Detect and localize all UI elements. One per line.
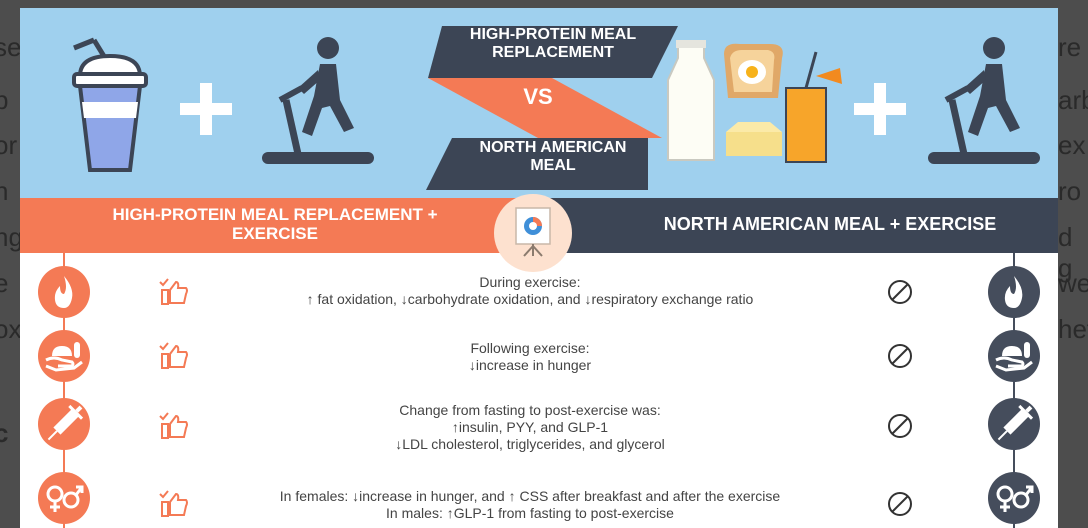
banner-title-bottom-line2: MEAL (530, 157, 576, 174)
row-description: Change from fasting to post-exercise was… (250, 402, 810, 453)
background-text: ng (0, 222, 23, 252)
comparison-row: Change from fasting to post-exercise was… (20, 392, 1058, 462)
thumbs-up-check-icon (158, 276, 190, 308)
banner-title-bottom-line1: NORTH AMERICAN (479, 139, 627, 156)
comparison-row: During exercise: ↑ fat oxidation, ↓carbo… (20, 260, 1058, 324)
treadmill-runner-icon (262, 37, 374, 164)
row-text-line: ↓increase in hunger (468, 357, 592, 373)
flame-icon (38, 266, 90, 318)
plus-icon (854, 83, 906, 135)
header-right-band (532, 198, 1058, 253)
header-left-line1: HIGH-PROTEIN MEAL REPLACEMENT + (112, 205, 438, 224)
background-text: c (0, 418, 9, 448)
plus-icon (180, 83, 232, 135)
row-description: In females: ↓increase in hunger, and ↑ C… (240, 488, 820, 522)
background-text: ex (1058, 130, 1086, 160)
header-left-band (20, 198, 532, 253)
vs-graphic (426, 26, 678, 190)
no-effect-icon (886, 342, 914, 370)
comparison-header: HIGH-PROTEIN MEAL REPLACEMENT + EXERCISE… (20, 198, 1058, 253)
syringe-icon (38, 398, 90, 450)
right-timeline (1013, 253, 1015, 528)
header-left-line2: EXERCISE (232, 224, 318, 243)
syringe-icon (988, 398, 1040, 450)
row-text-line: Change from fasting to post-exercise was… (399, 402, 661, 418)
background-text: p (0, 85, 9, 115)
row-text-line: In females: ↓increase in hunger, and ↑ C… (279, 488, 781, 504)
header-right-title: NORTH AMERICAN MEAL + EXERCISE (663, 214, 997, 234)
row-text-line: During exercise: (479, 274, 581, 290)
thumbs-up-check-icon (158, 410, 190, 442)
background-text: se (0, 32, 22, 62)
flame-icon (988, 266, 1040, 318)
background-text: n (0, 176, 9, 206)
banner-title-bottom: NORTH AMERICAN MEAL (438, 139, 668, 175)
banner: HIGH-PROTEIN MEAL REPLACEMENT VS NORTH A… (20, 8, 1058, 198)
background-text: e (0, 268, 9, 298)
background-text: het (1058, 314, 1088, 344)
banner-title-top-line2: REPLACEMENT (492, 44, 614, 61)
treadmill-runner-icon (928, 37, 1040, 164)
hand-meal-icon (988, 330, 1040, 382)
row-text-line: ↓LDL cholesterol, triglycerides, and gly… (395, 436, 665, 452)
chart-easel-icon (515, 207, 551, 257)
comparison-row: Following exercise: ↓increase in hunger (20, 326, 1058, 390)
gender-icon (38, 472, 90, 524)
infographic-card: HIGH-PROTEIN MEAL REPLACEMENT VS NORTH A… (20, 8, 1058, 528)
no-effect-icon (886, 278, 914, 306)
background-text: arb (1058, 85, 1088, 115)
no-effect-icon (886, 490, 914, 518)
left-timeline (63, 253, 65, 528)
background-text: we (1058, 268, 1088, 298)
row-text-line: ↑insulin, PYY, and GLP-1 (451, 419, 609, 435)
gender-icon (988, 472, 1040, 524)
hand-meal-icon (38, 330, 90, 382)
row-description: During exercise: ↑ fat oxidation, ↓carbo… (250, 274, 810, 308)
thumbs-up-check-icon (158, 340, 190, 372)
row-text-line: Following exercise: (470, 340, 590, 356)
background-text: ox (0, 314, 22, 344)
background-text: re (1058, 32, 1082, 62)
thumbs-up-check-icon (158, 488, 190, 520)
vs-label: VS (523, 84, 553, 109)
background-text: d g (1058, 222, 1073, 283)
comparison-row: In females: ↓increase in hunger, and ↑ C… (20, 466, 1058, 528)
banner-title-top-line1: HIGH-PROTEIN MEAL (469, 26, 637, 43)
background-text: ro (1058, 176, 1082, 206)
banner-title-top: HIGH-PROTEIN MEAL REPLACEMENT (438, 26, 668, 62)
row-description: Following exercise: ↓increase in hunger (250, 340, 810, 374)
row-text-line: In males: ↑GLP-1 from fasting to post-ex… (386, 505, 674, 521)
no-effect-icon (886, 412, 914, 440)
breakfast-meal-icon (667, 40, 842, 163)
row-text-line: ↑ fat oxidation, ↓carbohydrate oxidation… (306, 291, 754, 307)
header-left-title: HIGH-PROTEIN MEAL REPLACEMENT + EXERCISE (50, 205, 500, 243)
center-badge (494, 194, 572, 272)
background-text: or (0, 130, 18, 160)
shake-cup-icon (72, 37, 148, 172)
